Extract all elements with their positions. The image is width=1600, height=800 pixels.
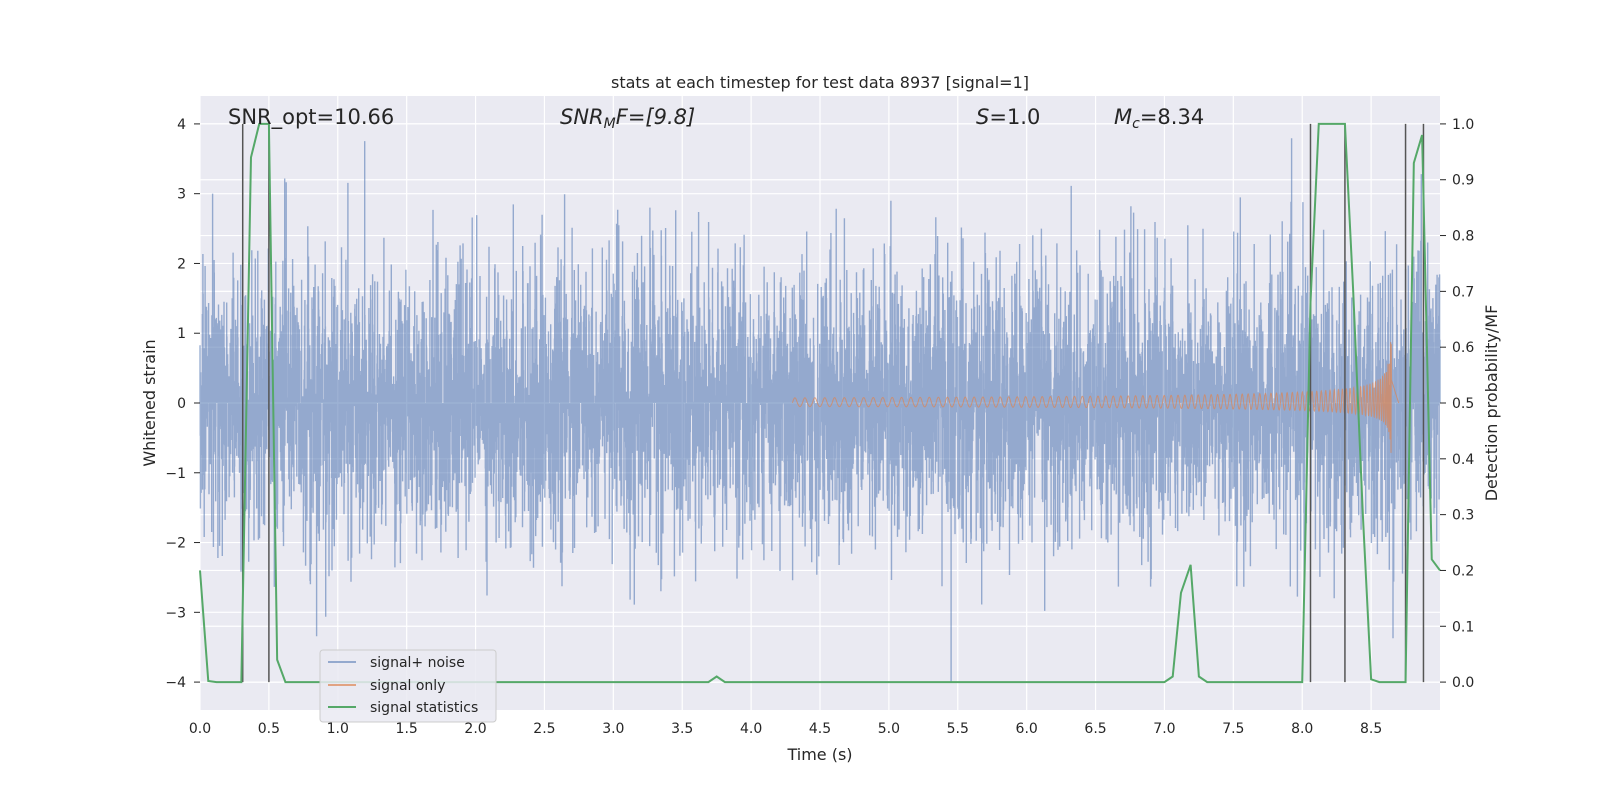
- y2-axis-label: Detection probability/MF: [1482, 305, 1501, 502]
- y-ticks: 4 3 2 1 0 −1 −2 −3 −4: [165, 117, 200, 691]
- x-tick-label-3: 1.5: [396, 721, 418, 737]
- x-tick-label-13: 6.5: [1084, 721, 1106, 737]
- y-tick-label-0: 4: [177, 117, 186, 133]
- x-tick-label-14: 7.0: [1153, 721, 1175, 737]
- x-tick-label-15: 7.5: [1222, 721, 1244, 737]
- y2-tick-label-2: 0.8: [1452, 229, 1474, 245]
- annotation-s: S=1.0: [976, 105, 1040, 129]
- y2-tick-label-9: 0.1: [1452, 619, 1474, 635]
- x-tick-label-9: 4.5: [809, 721, 831, 737]
- x-tick-label-16: 8.0: [1291, 721, 1313, 737]
- y2-tick-label-6: 0.4: [1452, 452, 1474, 468]
- annotation-snr-mf-suffix: F=[9.8]: [616, 105, 695, 129]
- y-axis-label: Whitened strain: [140, 339, 159, 466]
- x-tick-label-1: 0.5: [258, 721, 280, 737]
- annotation-mc: Mc=8.34: [1114, 105, 1204, 132]
- annotation-snr-mf-prefix: SNR: [560, 105, 604, 129]
- y2-tick-label-5: 0.5: [1452, 396, 1474, 412]
- x-tick-label-7: 3.5: [671, 721, 693, 737]
- x-tick-label-2: 1.0: [327, 721, 349, 737]
- y2-tick-label-3: 0.7: [1452, 284, 1474, 300]
- signal-only-series: [791, 342, 1400, 453]
- y-tick-label-8: −4: [165, 675, 186, 691]
- x-axis-label: Time (s): [786, 745, 852, 764]
- annotation-mc-var: M: [1114, 105, 1132, 129]
- legend: signal+ noise signal only signal statist…: [319, 649, 497, 723]
- y-tick-label-1: 3: [177, 187, 186, 203]
- signal-noise-series: [199, 138, 1441, 683]
- signal-statistics-series: [199, 122, 1441, 684]
- x-tick-label-17: 8.5: [1360, 721, 1382, 737]
- x-tick-label-12: 6.0: [1016, 721, 1038, 737]
- y-tick-label-7: −3: [165, 605, 186, 621]
- legend-label-signal-noise: signal+ noise: [370, 655, 465, 671]
- y2-tick-label-1: 0.9: [1452, 173, 1474, 189]
- x-tick-label-8: 4.0: [740, 721, 762, 737]
- legend-label-signal-statistics: signal statistics: [370, 700, 478, 716]
- y2-tick-label-8: 0.2: [1452, 563, 1474, 579]
- x-tick-label-0: 0.0: [189, 721, 211, 737]
- signal-only-line: [791, 342, 1400, 453]
- x-tick-label-6: 3.0: [602, 721, 624, 737]
- annotation-mc-value: =8.34: [1140, 105, 1204, 129]
- annotation-s-var: S: [976, 105, 989, 129]
- legend-label-signal-only: signal only: [370, 678, 445, 694]
- y2-tick-label-0: 1.0: [1452, 117, 1474, 133]
- y2-ticks: 1.0 0.9 0.8 0.7 0.6 0.5 0.4 0.3 0.2 0.1 0.0: [1440, 117, 1474, 691]
- annotation-s-value: =1.0: [989, 105, 1040, 129]
- signal-statistics-line: [199, 122, 1441, 684]
- annotation-snr-mf-sub: M: [604, 116, 616, 132]
- y2-tick-label-4: 0.6: [1452, 340, 1474, 356]
- signal-noise-line: [199, 138, 1441, 683]
- chart-title: stats at each timestep for test data 893…: [611, 73, 1029, 92]
- annotation-snr-mf: SNRMF=[9.8]: [560, 105, 695, 132]
- y-tick-label-4: 0: [177, 396, 186, 412]
- x-tick-label-4: 2.0: [464, 721, 486, 737]
- x-tick-label-10: 5.0: [878, 721, 900, 737]
- legend-box: [319, 649, 497, 723]
- annotation-mc-sub: c: [1132, 116, 1140, 132]
- x-ticks: 0.0 0.5 1.0 1.5 2.0 2.5 3.0 3.5 4.0 4.5 5.0 5.5 6.0 6…: [189, 721, 1382, 737]
- plot-area: [199, 122, 1441, 684]
- x-tick-label-11: 5.5: [947, 721, 969, 737]
- y-tick-label-2: 2: [177, 256, 186, 272]
- annotation-snr-opt: SNR_opt=10.66: [228, 105, 394, 130]
- y-tick-label-5: −1: [165, 466, 186, 482]
- y2-tick-label-10: 0.0: [1452, 675, 1474, 691]
- y-tick-label-3: 1: [177, 326, 186, 342]
- y-tick-label-6: −2: [165, 536, 186, 552]
- x-tick-label-5: 2.5: [533, 721, 555, 737]
- y2-tick-label-7: 0.3: [1452, 508, 1474, 524]
